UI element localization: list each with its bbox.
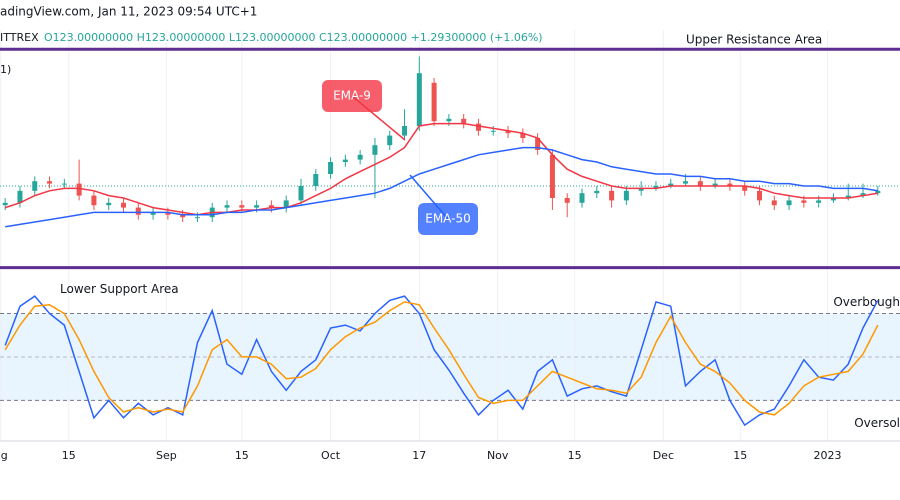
candle-body (875, 190, 881, 194)
source-label: adingView.com, Jan 11, 2023 09:54 UTC+1 (0, 5, 257, 19)
candle-body (520, 133, 526, 138)
x-tick-label: Nov (487, 449, 509, 462)
x-tick-label: 15 (733, 449, 747, 462)
candle-body (594, 190, 600, 194)
candle-body (816, 200, 822, 203)
candle-body (638, 188, 644, 191)
x-tick-label: Oct (321, 449, 341, 462)
x-tick-label: 17 (412, 449, 426, 462)
candle-body (2, 202, 8, 206)
candle-body (830, 198, 836, 201)
symbol: ITTREX (0, 31, 39, 44)
candle-body (121, 202, 127, 208)
candle-body (697, 181, 703, 186)
x-tick-label: Dec (653, 449, 674, 462)
candle-body (224, 205, 230, 208)
candle-body (653, 186, 659, 189)
ohlc: O123.00000000 H123.00000000 L123.0000000… (44, 31, 543, 44)
candle-body (372, 145, 378, 155)
candle-body (194, 217, 200, 219)
oversold-label: Oversol (854, 416, 900, 430)
candle-body (313, 174, 319, 186)
candle-body (623, 190, 629, 201)
candle-body (283, 200, 289, 208)
candle-body (771, 200, 777, 206)
candle-body (461, 118, 467, 124)
candle-body (490, 130, 496, 132)
candle-body (106, 202, 112, 206)
candle-body (239, 205, 245, 208)
callout-label: EMA-9 (333, 89, 371, 103)
candle-body (47, 181, 53, 184)
candle-body (357, 154, 363, 160)
ema-line (4, 122, 878, 216)
candle-body (61, 183, 67, 185)
x-tick-label: Sep (156, 449, 177, 462)
candle-body (801, 200, 807, 203)
candle-body (32, 181, 38, 191)
candle-body (446, 118, 452, 122)
x-tick-label: 2023 (814, 449, 842, 462)
candle-body (91, 195, 97, 206)
candle-body (254, 205, 260, 208)
x-tick-label: 15 (568, 449, 582, 462)
candle-body (416, 73, 422, 126)
candle-body (135, 207, 141, 215)
candle-body (535, 138, 541, 150)
candle-body (17, 190, 23, 203)
candle-body (431, 82, 437, 122)
oscillator-line (4, 301, 879, 416)
candle-body (505, 130, 511, 134)
ema-line (5, 146, 878, 228)
candle-body (268, 205, 274, 208)
candle-body (76, 183, 82, 196)
candle-body (683, 181, 689, 184)
candle-body (150, 212, 156, 215)
pane-label: 1) (0, 63, 11, 76)
candle-body (387, 135, 393, 146)
callout-box (418, 203, 478, 235)
level-label: Upper Resistance Area (686, 33, 822, 47)
candle-body (712, 183, 718, 186)
candle-body (742, 186, 748, 191)
candle-body (328, 162, 334, 174)
candle-body (298, 186, 304, 201)
candle-body (402, 126, 408, 136)
candle-body (564, 198, 570, 203)
candle-body (579, 193, 585, 203)
callout-label: EMA-50 (425, 212, 470, 226)
candle-body (860, 193, 866, 196)
candle-body (549, 154, 555, 198)
candle-body (668, 183, 674, 186)
x-tick-label: 15 (235, 449, 249, 462)
candle-body (342, 159, 348, 162)
candle-body (165, 212, 171, 215)
overbought-label: Overbough (833, 295, 900, 309)
candle-body (786, 200, 792, 206)
candle-body (756, 190, 762, 201)
callout-box (322, 80, 382, 112)
oscillator-line (4, 295, 879, 427)
candle-body (609, 190, 615, 201)
x-tick-label: g (1, 449, 8, 462)
candle-body (180, 214, 186, 218)
candle-body (475, 123, 481, 131)
candle-body (845, 195, 851, 198)
level-label: Lower Support Area (60, 282, 179, 296)
candle-body (727, 183, 733, 186)
x-tick-label: 15 (62, 449, 76, 462)
